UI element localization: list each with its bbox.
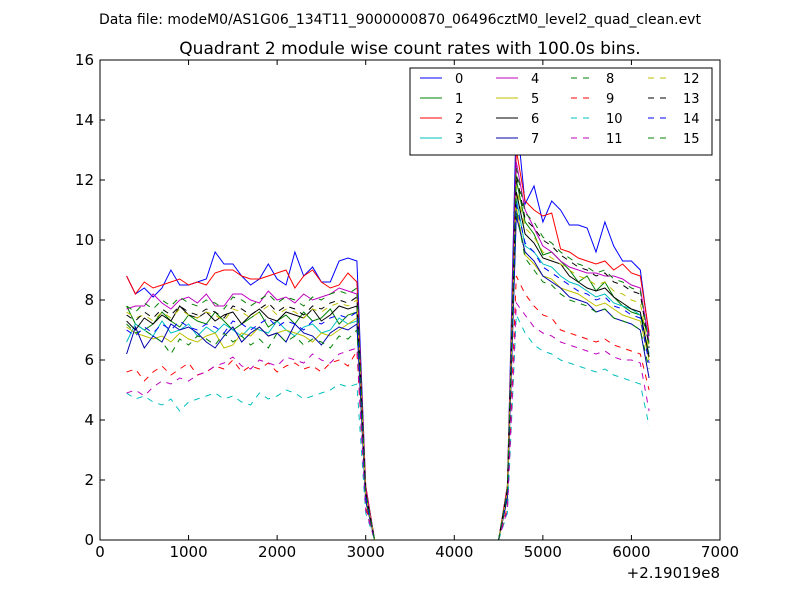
- y-tick-label: 8: [84, 291, 94, 309]
- plot-area: 0 1000 2000 3000 4000 5000 6000 7000 0246810121…: [75, 51, 739, 582]
- legend-label-6: 6: [531, 112, 539, 127]
- x-axis: 0 1000 2000 3000 4000 5000 6000 7000: [95, 60, 739, 561]
- x-tick-label: 4000: [435, 543, 473, 561]
- y-tick-label: 12: [75, 171, 94, 189]
- series-line-13: [126, 173, 650, 541]
- y-tick-label: 14: [75, 111, 94, 129]
- series-line-9: [126, 275, 650, 541]
- y-tick-label: 6: [84, 351, 94, 369]
- series-line-15: [126, 167, 650, 541]
- x-tick-label: 2000: [258, 543, 296, 561]
- legend-label-13: 13: [683, 92, 700, 107]
- legend-label-5: 5: [531, 92, 539, 107]
- legend-label-15: 15: [683, 132, 700, 147]
- legend-label-14: 14: [683, 112, 700, 127]
- legend-label-1: 1: [455, 92, 463, 107]
- series-line-11: [126, 301, 650, 541]
- x-tick-label: 6000: [612, 543, 650, 561]
- legend-label-10: 10: [606, 112, 623, 127]
- x-tick-label: 0: [95, 543, 105, 561]
- series-line-14: [126, 203, 650, 541]
- series-line-10: [126, 314, 650, 541]
- legend-label-4: 4: [531, 72, 539, 87]
- x-tick-label: 3000: [347, 543, 385, 561]
- legend-label-8: 8: [606, 72, 614, 87]
- series-line-8: [126, 209, 650, 541]
- legend-label-7: 7: [531, 132, 539, 147]
- x-tick-label: 1000: [169, 543, 207, 561]
- y-tick-label: 16: [75, 51, 94, 69]
- figure-suptitle: Data file: modeM0/AS1G06_134T11_90000008…: [99, 12, 701, 28]
- legend-label-9: 9: [606, 92, 614, 107]
- y-tick-label: 0: [84, 531, 94, 549]
- legend-label-0: 0: [455, 72, 463, 87]
- legend-label-3: 3: [455, 132, 463, 147]
- x-tick-label: 7000: [701, 543, 739, 561]
- legend-box: [409, 67, 713, 156]
- x-offset-label: +2.19019e8: [627, 564, 720, 582]
- chart-title: Quadrant 2 module wise count rates with …: [179, 39, 640, 59]
- y-tick-label: 10: [75, 231, 94, 249]
- y-tick-label: 2: [84, 471, 94, 489]
- legend-label-2: 2: [455, 112, 463, 127]
- legend-label-11: 11: [606, 132, 623, 147]
- legend-label-12: 12: [683, 72, 700, 87]
- x-tick-label: 5000: [524, 543, 562, 561]
- y-tick-label: 4: [84, 411, 94, 429]
